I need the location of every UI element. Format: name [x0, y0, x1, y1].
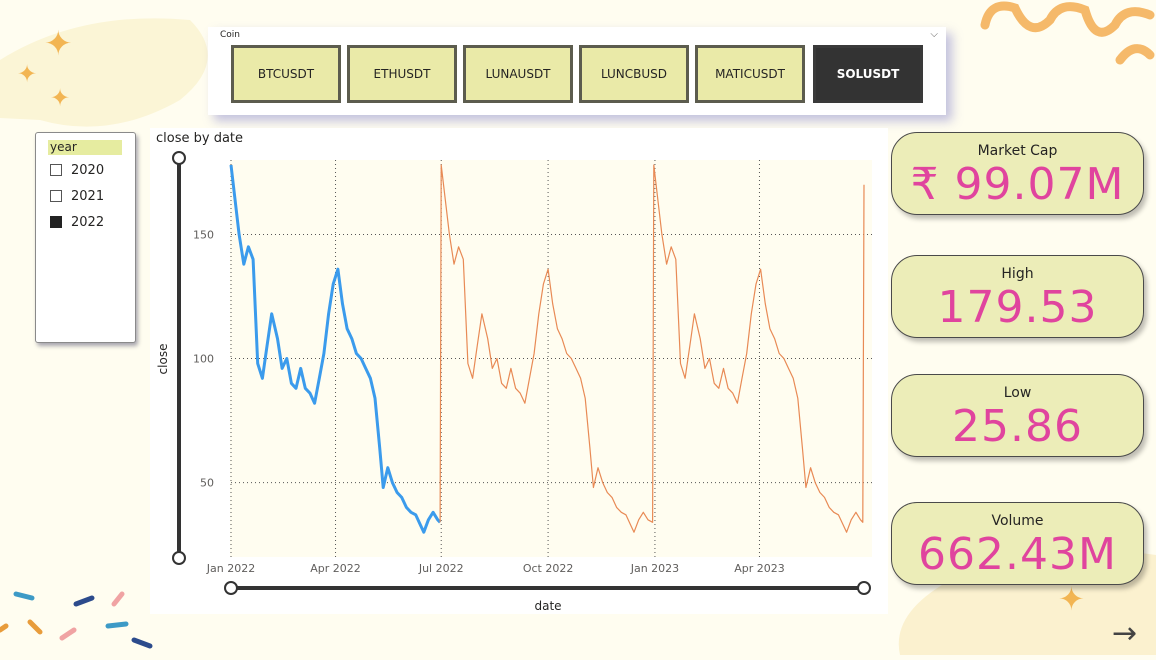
coin-option-btcusdt[interactable]: BTCUSDT [231, 45, 341, 103]
low-card: Low 25.86 [891, 374, 1144, 457]
y-range-slider-handle-top[interactable] [172, 151, 186, 165]
market-cap-label: Market Cap [977, 143, 1058, 159]
market-cap-card: Market Cap ₹ 99.07M [891, 132, 1144, 215]
year-option-label: 2020 [71, 162, 105, 178]
x-tick-label: Oct 2022 [523, 562, 574, 575]
x-range-slider-handle-left[interactable] [224, 581, 238, 595]
y-tick-label: 100 [193, 353, 214, 366]
chart-title: close by date [156, 131, 244, 146]
x-tick-label: Apr 2023 [734, 562, 785, 575]
year-option-2021[interactable]: 2021 [50, 186, 104, 206]
coin-option-lunausdt[interactable]: LUNAUSDT [463, 45, 573, 103]
checkbox[interactable] [50, 164, 62, 176]
volume-label: Volume [991, 513, 1044, 529]
close-by-date-chart: close by date Jan 2022 Apr 2022 Jul 2022 Oc… [150, 128, 888, 614]
coin-option-solusdt[interactable]: SOLUSDT [813, 45, 923, 103]
coin-slicer-title: Coin [220, 30, 240, 40]
volume-value: 662.43M [918, 529, 1117, 580]
high-card: High 179.53 [891, 255, 1144, 338]
checkbox[interactable] [50, 190, 62, 202]
coin-option-ethusdt[interactable]: ETHUSDT [347, 45, 457, 103]
year-option-label: 2022 [71, 214, 105, 230]
year-slicer: year 2020 2021 2022 [35, 132, 136, 343]
y-tick-label: 50 [200, 477, 214, 490]
y-axis-label: close [156, 344, 170, 375]
year-slicer-header: year [48, 140, 122, 155]
chevron-down-icon[interactable]: ⌵ [930, 29, 938, 40]
y-tick-label: 150 [193, 228, 214, 241]
year-option-2020[interactable]: 2020 [50, 160, 104, 180]
sparkle-icon: ✦ [44, 24, 73, 64]
year-option-label: 2021 [71, 188, 105, 204]
checkbox-checked[interactable] [50, 216, 62, 228]
sparkle-icon: ✦ [50, 84, 71, 112]
high-value: 179.53 [937, 282, 1098, 333]
year-option-2022[interactable]: 2022 [50, 212, 104, 232]
coin-option-luncbusd[interactable]: LUNCBUSD [579, 45, 689, 103]
low-value: 25.86 [952, 401, 1083, 452]
x-tick-label: Jan 2022 [206, 562, 255, 575]
arrow-right-icon[interactable]: → [1112, 616, 1138, 651]
chart-canvas: Jan 2022 Apr 2022 Jul 2022 Oct 2022 Jan 2023… [156, 151, 872, 613]
x-tick-label: Jul 2022 [418, 562, 464, 575]
sparkle-icon: ✦ [17, 60, 38, 88]
confetti-decoration [0, 591, 153, 649]
coin-option-maticusdt[interactable]: MATICUSDT [695, 45, 805, 103]
volume-card: Volume 662.43M [891, 502, 1144, 585]
x-range-slider-handle-right[interactable] [857, 581, 871, 595]
series-line-selected[interactable] [229, 164, 442, 534]
coin-slicer: Coin ⌵ BTCUSDT ETHUSDT LUNAUSDT LUNCBUSD… [208, 27, 946, 115]
high-label: High [1001, 266, 1034, 282]
x-tick-label: Apr 2022 [310, 562, 361, 575]
sparkle-icon: ✦ [1058, 580, 1085, 618]
market-cap-value: ₹ 99.07M [910, 159, 1125, 210]
low-label: Low [1003, 385, 1032, 401]
x-tick-label: Jan 2023 [630, 562, 679, 575]
y-range-slider-handle-bottom[interactable] [172, 551, 186, 565]
series-line-dimmed[interactable] [439, 164, 865, 533]
x-axis-label: date [534, 599, 561, 613]
